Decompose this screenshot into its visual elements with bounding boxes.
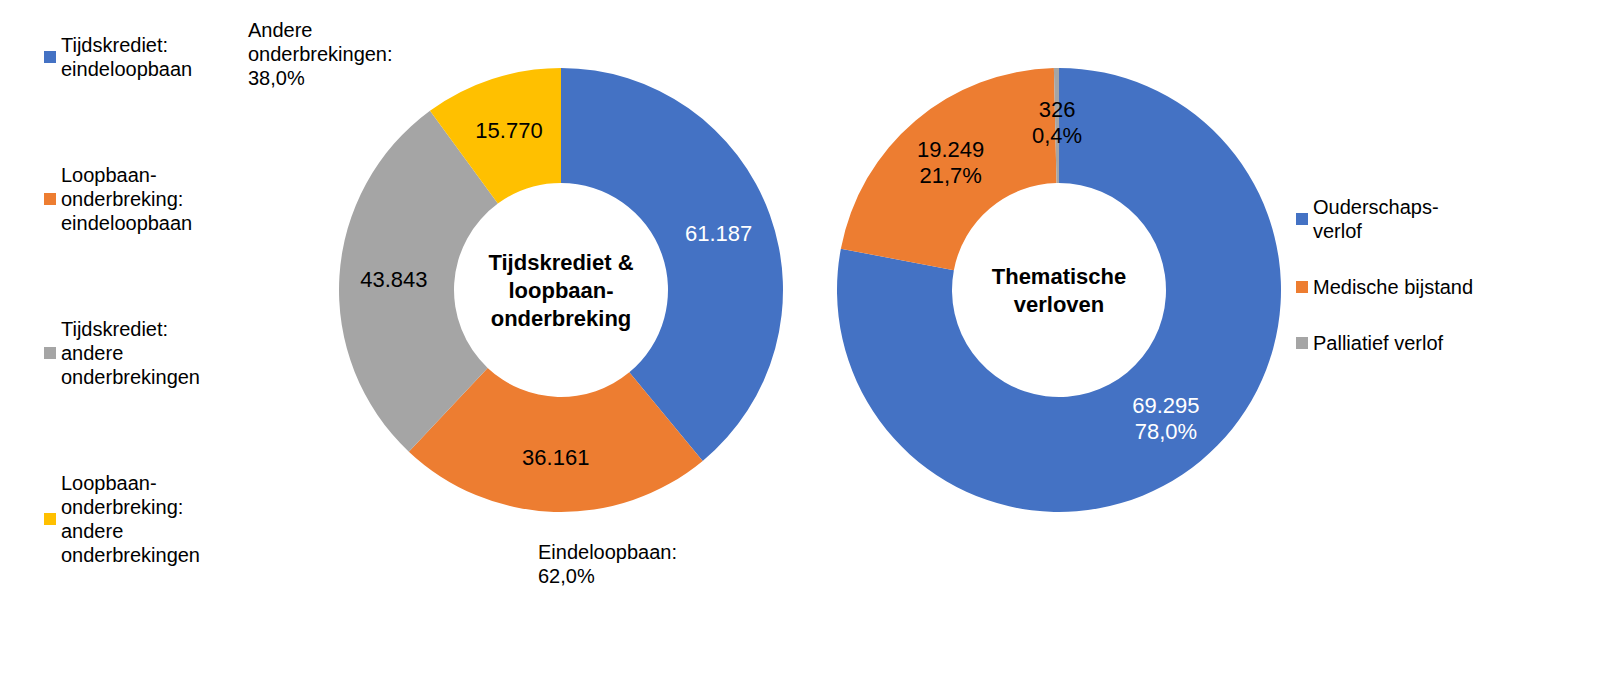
svg-text:onderbreking:: onderbreking: [61, 496, 183, 518]
svg-text:43.843: 43.843 [360, 267, 427, 292]
svg-text:Tijdskrediet &: Tijdskrediet & [488, 250, 633, 275]
svg-text:36.161: 36.161 [522, 445, 589, 470]
svg-text:verloven: verloven [1014, 292, 1105, 317]
svg-text:eindeloopbaan: eindeloopbaan [61, 58, 192, 80]
svg-text:Tijdskrediet:: Tijdskrediet: [61, 318, 168, 340]
svg-text:Thematische: Thematische [992, 264, 1127, 289]
svg-text:15.770: 15.770 [475, 118, 542, 143]
svg-text:Medische bijstand: Medische bijstand [1313, 276, 1473, 298]
svg-text:Andere: Andere [248, 19, 313, 41]
svg-text:21,7%: 21,7% [919, 163, 981, 188]
svg-text:onderbrekingen:: onderbrekingen: [248, 43, 393, 65]
svg-text:andere: andere [61, 342, 123, 364]
svg-text:onderbreking: onderbreking [491, 306, 632, 331]
svg-text:andere: andere [61, 520, 123, 542]
svg-text:Loopbaan-: Loopbaan- [61, 472, 157, 494]
svg-text:38,0%: 38,0% [248, 67, 305, 89]
svg-text:Palliatief verlof: Palliatief verlof [1313, 332, 1444, 354]
svg-text:Eindeloopbaan:: Eindeloopbaan: [538, 541, 677, 563]
svg-text:loopbaan-: loopbaan- [508, 278, 613, 303]
svg-text:0,4%: 0,4% [1032, 123, 1082, 148]
svg-text:69.295: 69.295 [1132, 393, 1199, 418]
svg-text:Ouderschaps-: Ouderschaps- [1313, 196, 1439, 218]
svg-text:eindeloopbaan: eindeloopbaan [61, 212, 192, 234]
svg-text:onderbrekingen: onderbrekingen [61, 366, 200, 388]
svg-text:326: 326 [1039, 97, 1076, 122]
svg-text:78,0%: 78,0% [1135, 419, 1197, 444]
svg-text:onderbrekingen: onderbrekingen [61, 544, 200, 566]
svg-text:onderbreking:: onderbreking: [61, 188, 183, 210]
svg-text:62,0%: 62,0% [538, 565, 595, 587]
svg-text:61.187: 61.187 [685, 221, 752, 246]
svg-text:Tijdskrediet:: Tijdskrediet: [61, 34, 168, 56]
svg-text:Loopbaan-: Loopbaan- [61, 164, 157, 186]
svg-text:19.249: 19.249 [917, 137, 984, 162]
svg-text:verlof: verlof [1313, 220, 1362, 242]
